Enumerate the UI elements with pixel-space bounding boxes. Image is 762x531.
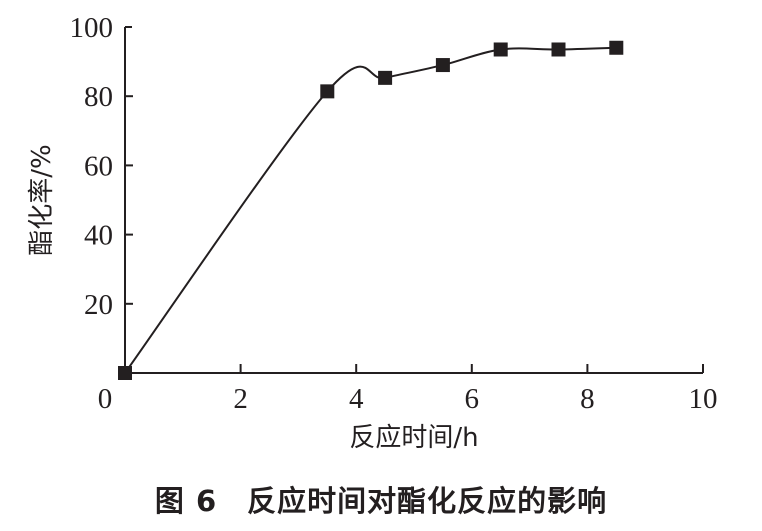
data-point-marker: [435, 58, 450, 73]
x-tick-label: 6: [465, 383, 480, 415]
data-point-marker: [609, 40, 624, 55]
y-axis-title: 酯化率/%: [27, 144, 57, 255]
data-point-marker: [118, 366, 132, 380]
figure-caption: 图 6 反应时间对酯化反应的影响: [154, 484, 608, 518]
data-point-marker: [551, 42, 566, 57]
chart: 0 2 4 6 8 10 20 40 60 80 100 反应时间/h 酯化率/%: [27, 12, 718, 453]
data-point-marker: [320, 84, 335, 99]
x-tick-label: 0: [98, 383, 113, 415]
x-tick-label: 2: [233, 383, 248, 415]
data-point-marker: [493, 42, 508, 57]
y-tick-label: 40: [84, 220, 113, 252]
x-axis-title: 反应时间/h: [349, 423, 478, 453]
y-tick-label: 20: [84, 289, 113, 321]
tick-labels: 0 2 4 6 8 10 20 40 60 80 100: [70, 12, 718, 415]
markers: [118, 40, 624, 380]
y-tick-label: 60: [84, 150, 113, 182]
axes: [124, 26, 704, 374]
x-tick-label: 10: [689, 383, 718, 415]
y-tick-label: 100: [70, 12, 114, 44]
data-point-marker: [378, 70, 393, 85]
y-tick-label: 80: [84, 81, 113, 113]
x-tick-label: 8: [580, 383, 595, 415]
x-tick-label: 4: [349, 383, 364, 415]
series-curve: [124, 46, 617, 374]
